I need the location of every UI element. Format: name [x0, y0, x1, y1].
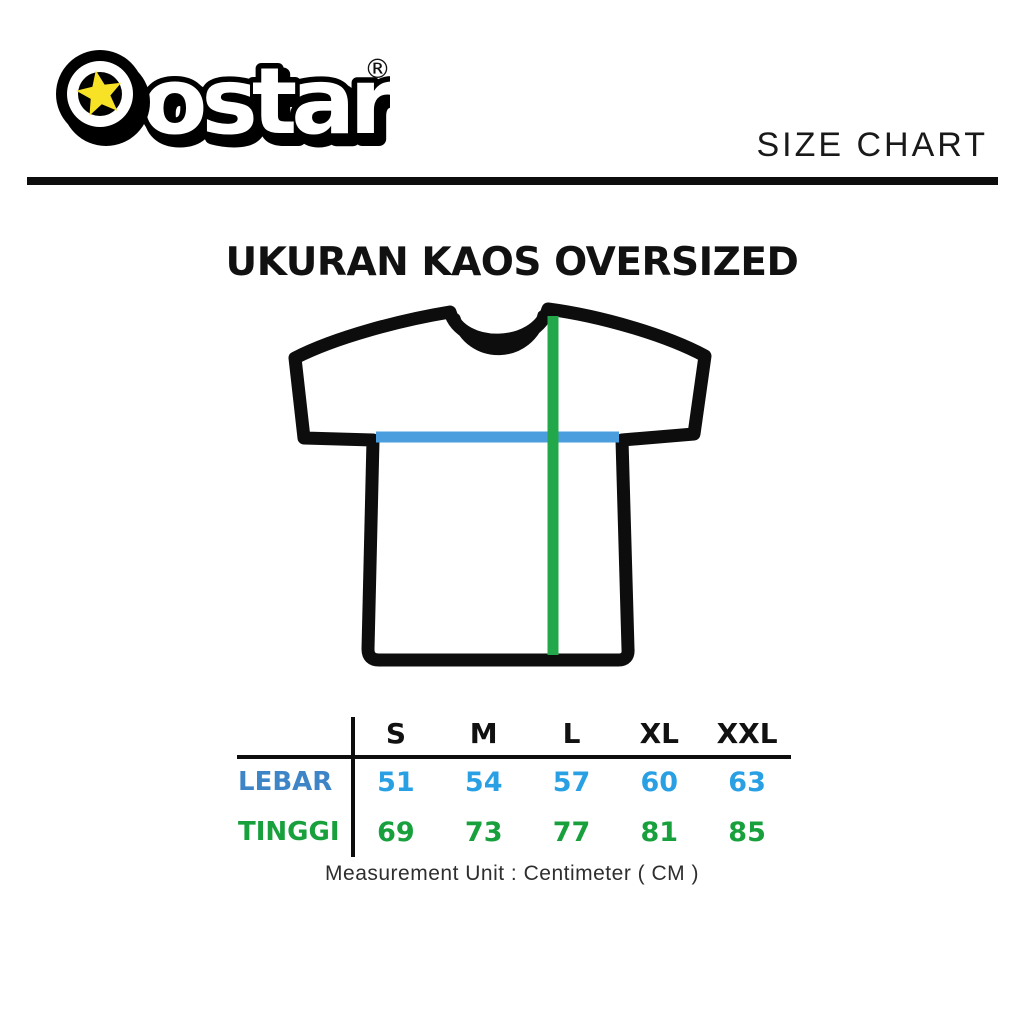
lebar-value-m: 54 — [464, 766, 503, 798]
logo-c-ring — [56, 50, 150, 146]
row-label-lebar: LEBAR — [238, 767, 333, 797]
page-title: UKURAN KAOS OVERSIZED — [225, 240, 799, 285]
size-chart-heading: SIZE CHART — [756, 126, 988, 164]
header-divider-line — [27, 177, 998, 185]
table-vertical-rule — [351, 717, 355, 857]
collar-band-line — [451, 310, 547, 356]
tinggi-value-m: 73 — [464, 816, 503, 848]
costar-logo-graphic: ostar ostar ® — [56, 43, 415, 168]
row-label-tinggi: TINGGI — [238, 817, 340, 847]
table-horizontal-rule — [237, 755, 791, 759]
lebar-value-l: 57 — [552, 766, 591, 798]
lebar-value-s: 51 — [377, 766, 415, 798]
measurement-unit-note: Measurement Unit : Centimeter ( CM ) — [325, 862, 699, 885]
tinggi-value-xl: 81 — [640, 816, 679, 848]
col-header-s: S — [385, 717, 406, 750]
tinggi-value-xxl: 85 — [728, 816, 766, 848]
registered-trademark-icon: ® — [364, 54, 390, 85]
col-header-m: M — [469, 717, 498, 750]
tshirt-body-outline — [288, 302, 712, 667]
logo-text: ostar — [142, 48, 390, 155]
tinggi-value-s: 69 — [377, 816, 415, 848]
logo-text-shadow: ostar — [147, 54, 390, 155]
tshirt-outline-graphic — [288, 302, 712, 667]
col-header-xxl: XXL — [716, 717, 778, 750]
tinggi-value-l: 77 — [552, 816, 591, 848]
star-icon — [76, 70, 122, 116]
lebar-value-xl: 60 — [640, 766, 679, 798]
tshirt-diagram — [281, 291, 721, 683]
lebar-value-xxl: 63 — [728, 766, 766, 798]
col-header-l: L — [562, 717, 581, 750]
col-header-xl: XL — [639, 717, 679, 750]
size-table: S M L XL XXL LEBAR 51 54 57 60 63 TINGGI… — [237, 710, 791, 858]
costar-logo: ostar ostar ® — [50, 40, 415, 168]
